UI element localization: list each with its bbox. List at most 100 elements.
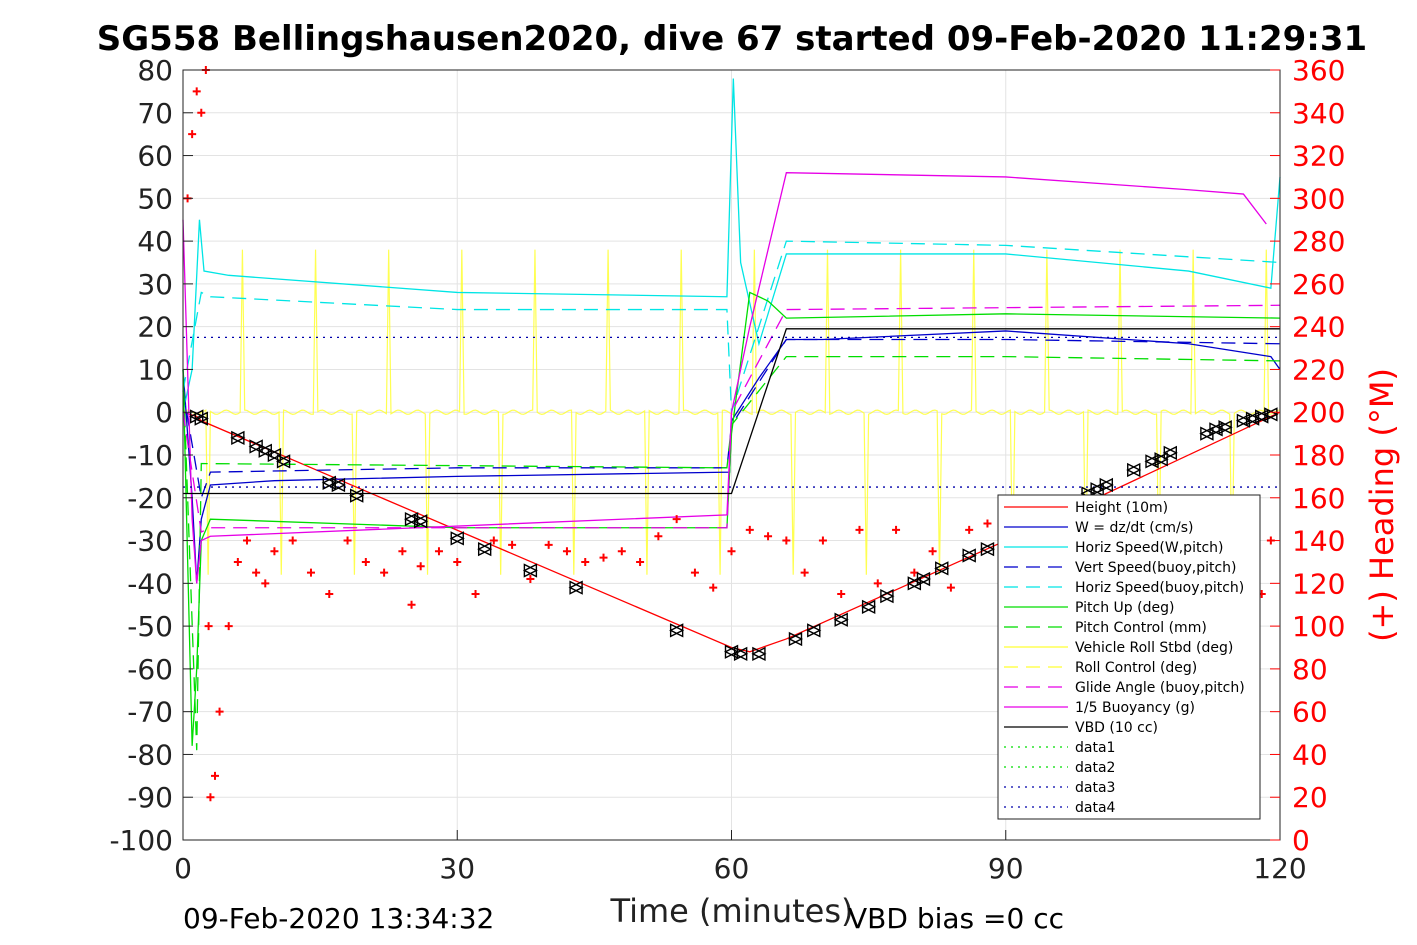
y-tick-label: -50 [127, 610, 173, 643]
legend-entry-label: Vehicle Roll Stbd (deg) [1075, 640, 1233, 656]
x-tick-label: 30 [439, 852, 475, 885]
dive-marker [413, 514, 429, 529]
right-y-tick-label: 200 [1292, 396, 1345, 429]
right-y-tick-label: 80 [1292, 653, 1328, 686]
right-y-tick-label: 240 [1292, 311, 1345, 344]
heading-point [407, 600, 416, 609]
x-tick-label: 60 [714, 852, 750, 885]
right-y-tick-label: 180 [1292, 439, 1345, 472]
dive-marker [275, 454, 292, 469]
heading-point [818, 536, 827, 545]
y-tick-label: -20 [127, 482, 173, 515]
heading-point [416, 562, 425, 571]
legend: Height (10m) W = dz/dt (cm/s) Horiz Speed(… [997, 494, 1261, 820]
legend-entry-label: Height (10m) [1075, 500, 1168, 516]
heading-point [855, 525, 864, 534]
right-y-tick-label: 360 [1292, 54, 1345, 87]
dive-marker [861, 599, 877, 614]
heading-point [197, 108, 206, 117]
heading-point [636, 557, 645, 566]
heading-point [800, 568, 809, 577]
legend-entry-label: Vert Speed(buoy,pitch) [1075, 560, 1237, 576]
x-tick-label: 120 [1253, 852, 1306, 885]
heading-point [471, 590, 480, 599]
y-tick-label: 70 [137, 97, 173, 130]
heading-point [398, 547, 407, 556]
y-tick-label: 30 [137, 268, 173, 301]
footer-vbd-bias: VBD bias =0 cc [848, 902, 1064, 935]
legend-entry-label: Pitch Up (deg) [1075, 600, 1174, 616]
heading-point [288, 536, 297, 545]
heading-point [599, 553, 608, 562]
legend-entry-label: data1 [1075, 740, 1115, 756]
heading-point [892, 525, 901, 534]
y-tick-label: -80 [127, 738, 173, 771]
dive-marker [1263, 407, 1279, 422]
heading-point [745, 525, 754, 534]
heading-point [544, 540, 553, 549]
dive-marker [751, 646, 767, 662]
dive-marker [1153, 452, 1169, 467]
heading-point [361, 557, 370, 566]
heading-point [325, 590, 334, 599]
heading-point [380, 568, 389, 577]
right-y-tick-label: 20 [1292, 781, 1328, 814]
y-tick-label: -30 [127, 525, 173, 558]
heading-point [233, 557, 242, 566]
heading-point [782, 536, 791, 545]
dive-marker [349, 488, 365, 503]
dive-marker [669, 623, 685, 638]
heading-point [306, 568, 315, 577]
heading-point [672, 515, 681, 524]
y-tick-label: -100 [109, 824, 173, 857]
heading-point [489, 536, 498, 545]
heading-point [562, 547, 571, 556]
dive-marker [522, 563, 538, 578]
dive-marker [879, 589, 895, 604]
dive-marker [961, 548, 977, 563]
dive-marker [915, 571, 932, 587]
dive-marker [568, 580, 584, 595]
legend-entry-label: Glide Angle (buoy,pitch) [1075, 680, 1245, 696]
legend-entry-label: VBD (10 cc) [1075, 720, 1158, 736]
right-y-tick-label: 220 [1292, 353, 1345, 386]
heading-point [983, 519, 992, 528]
right-y-tick-label: 320 [1292, 140, 1345, 173]
marker-layer [189, 407, 1279, 662]
heading-point [965, 525, 974, 534]
y-tick-label: 50 [137, 182, 173, 215]
dive-marker [833, 612, 849, 627]
y-tick-label: -70 [127, 696, 173, 729]
dive-marker [449, 531, 465, 546]
heading-point [343, 536, 352, 545]
right-y-tick-label: 340 [1292, 97, 1345, 130]
y-tick-label: -60 [127, 653, 173, 686]
footer-timestamp: 09-Feb-2020 13:34:32 [183, 902, 494, 935]
legend-entry-label: W = dz/dt (cm/s) [1075, 520, 1194, 536]
heading-point [837, 590, 846, 599]
heading-point [727, 547, 736, 556]
series-vbd [183, 328, 1280, 495]
right-y-tick-label: 300 [1292, 182, 1345, 215]
heading-point [928, 547, 937, 556]
series-buoy [182, 172, 1267, 584]
right-y-tick-label: 280 [1292, 225, 1345, 258]
dive-marker [806, 623, 822, 638]
dive-marker [230, 430, 246, 446]
y-tick-label: -40 [127, 567, 173, 600]
y-tick-label: 10 [137, 353, 173, 386]
heading-point [210, 771, 219, 780]
right-axis-label: (+) Heading (°M) [1363, 368, 1401, 642]
dive-marker [934, 561, 950, 576]
heading-point [434, 547, 443, 556]
series-horiz [182, 78, 1281, 413]
y-tick-label: -10 [127, 439, 173, 472]
heading-point [946, 583, 955, 592]
heading-point [654, 532, 663, 541]
x-tick-label: 90 [988, 852, 1024, 885]
y-tick-label: -90 [127, 781, 173, 814]
heading-point [581, 557, 590, 566]
heading-point [526, 575, 535, 584]
y-tick-label: 60 [137, 140, 173, 173]
